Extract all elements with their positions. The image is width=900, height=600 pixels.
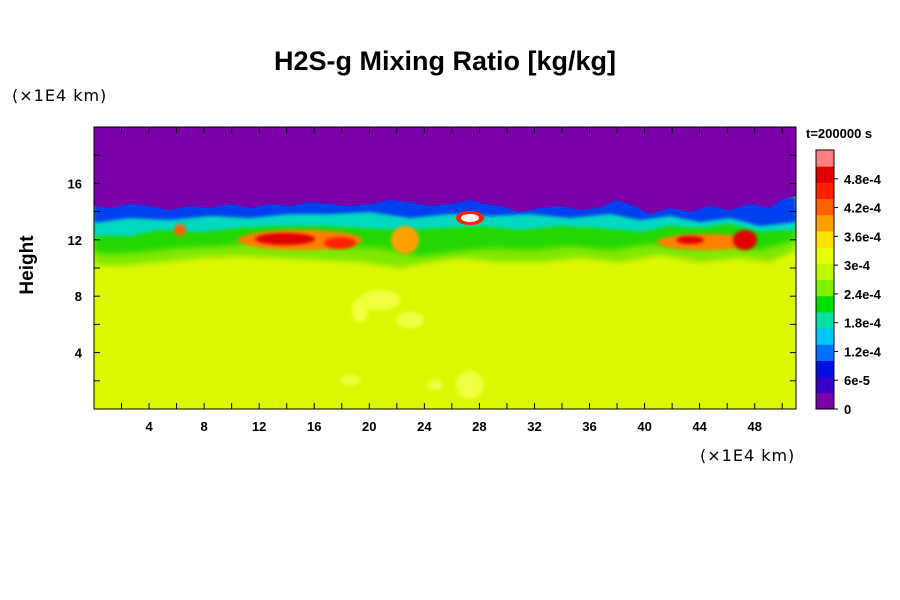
x-tick-label: 12 [252,419,266,434]
hotspot-red-1 [255,233,315,245]
y-tick-label: 8 [75,289,82,304]
x-tick-label: 24 [417,419,432,434]
colorbar-tick-label: 4.8e-4 [844,172,882,187]
x-tick-label: 48 [747,419,761,434]
colorbar-segment [816,230,834,248]
x-tick-label: 16 [307,419,321,434]
heatmap-field [94,127,796,409]
hotspot-peak [461,214,479,222]
colorbar-segment [816,328,834,345]
y-tick-label: 4 [75,346,83,361]
x-tick-label: 44 [692,419,707,434]
x-tick-label: 40 [637,419,651,434]
y-axis-unit: (×1E4 km) [12,86,108,105]
hotspot-orange-3 [174,224,186,236]
colorbar-frame [815,149,835,410]
colorbar-segment [816,198,834,216]
colorbar-segment [816,279,834,297]
colorbar-segment [816,214,834,232]
colorbar-tick-label: 1.2e-4 [844,344,882,359]
hotspot-red-2 [324,237,356,249]
colorbar-segment [816,182,834,200]
hotspot-red-4 [676,236,704,244]
x-tick-label: 4 [145,419,153,434]
x-tick-label: 28 [472,419,486,434]
colorbar-segment [816,360,834,378]
lower-speckles [340,290,484,399]
time-label: t=200000 s [806,126,873,141]
hotspot-orange-2 [391,226,419,254]
y-tick-label: 12 [68,233,82,248]
colorbar-segment [816,344,834,361]
colorbar-tick-label: 0 [844,402,851,417]
colorbar-tick-label: 3e-4 [844,258,871,273]
colorbar-tick-label: 2.4e-4 [844,287,882,302]
chart-title: H2S-g Mixing Ratio [kg/kg] [273,46,616,76]
x-tick-label: 32 [527,419,541,434]
colorbar-tick-label: 1.8e-4 [844,316,882,331]
colorbar-segment [816,311,834,329]
colorbar-segment [816,392,834,410]
x-tick-label: 20 [362,419,376,434]
colorbar-segment [816,247,834,264]
hotspot-red-3 [733,230,757,250]
field-upper-layer [94,127,796,214]
y-tick-label: 16 [68,176,82,191]
colorbar: 0 6e-5 1.2e-4 1.8e-4 2.4e-4 3e-4 3.6e-4 4.2e-4 4… [815,149,882,417]
colorbar-segment [816,376,834,394]
colorbar-segment [816,295,834,313]
colorbar-segment [816,263,834,280]
x-tick-label: 8 [201,419,208,434]
colorbar-tick-label: 6e-5 [844,373,870,388]
x-axis-unit: (×1E4 km) [700,446,796,465]
colorbar-tick-label: 3.6e-4 [844,229,882,244]
colorbar-segment [816,150,834,167]
colorbar-segment [816,166,834,183]
colorbar-tick-label: 4.2e-4 [844,201,882,216]
x-tick-label: 36 [582,419,596,434]
